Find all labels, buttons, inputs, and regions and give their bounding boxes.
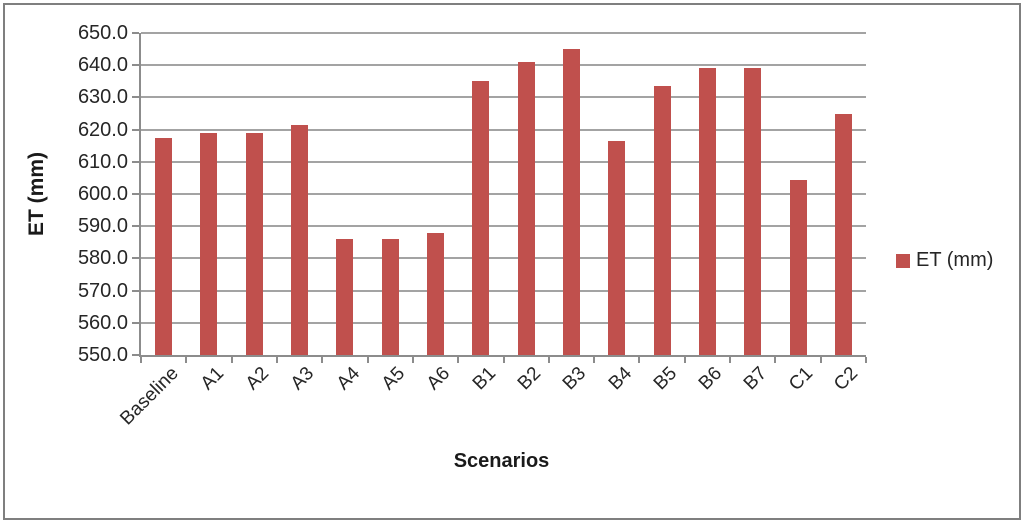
x-tick-mark — [774, 357, 777, 363]
bar-a1 — [200, 132, 218, 355]
x-category-label: A5 — [377, 363, 410, 395]
x-tick-mark — [230, 357, 233, 363]
y-tick-label: 570.0 — [77, 279, 128, 302]
bar-b3 — [562, 49, 580, 355]
y-tick-mark — [132, 160, 139, 163]
bar-a6 — [427, 232, 445, 355]
y-tick-mark — [132, 32, 139, 34]
x-category-label: B6 — [694, 363, 727, 395]
gridline — [141, 160, 866, 163]
x-category-label: B3 — [559, 363, 591, 395]
bar-c2 — [834, 113, 852, 355]
plot-area — [139, 32, 866, 357]
y-tick-label: 630.0 — [77, 86, 128, 109]
x-category-label: A4 — [332, 363, 364, 395]
y-tick-label: 650.0 — [77, 22, 128, 44]
bar-b2 — [517, 61, 535, 355]
x-tick-mark — [457, 357, 460, 363]
x-tick-mark — [411, 357, 414, 363]
x-tick-mark — [275, 357, 278, 363]
y-tick-label: 580.0 — [77, 247, 128, 270]
legend: ET (mm) — [896, 249, 993, 272]
y-tick-mark — [132, 193, 139, 195]
bar-b4 — [608, 140, 626, 355]
bar-b1 — [472, 81, 490, 355]
y-tick-label: 560.0 — [77, 311, 128, 334]
gridline — [141, 321, 866, 324]
bar-a4 — [336, 239, 354, 355]
bar-a5 — [381, 239, 399, 355]
gridline — [141, 96, 866, 99]
x-tick-mark — [502, 357, 505, 363]
bar-baseline — [155, 137, 173, 355]
y-tick-label: 550.0 — [77, 344, 128, 366]
x-tick-mark — [140, 357, 142, 363]
x-category-label: B4 — [604, 363, 636, 395]
bar-a2 — [245, 132, 263, 355]
x-axis-title: Scenarios — [453, 450, 550, 472]
bar-c1 — [789, 179, 807, 355]
y-tick-label: 620.0 — [77, 118, 128, 141]
x-category-label: A3 — [287, 363, 319, 395]
x-tick-mark — [366, 357, 369, 363]
y-tick-label: 610.0 — [77, 150, 128, 173]
bar-a3 — [291, 124, 309, 355]
y-tick-mark — [132, 321, 139, 324]
y-tick-mark — [132, 96, 139, 99]
y-tick-mark — [132, 354, 139, 356]
y-tick-mark — [132, 128, 139, 131]
y-tick-mark — [132, 64, 139, 67]
bar-b7 — [744, 68, 762, 355]
legend-swatch-icon — [896, 253, 910, 268]
gridline — [141, 128, 866, 131]
x-category-label: A6 — [423, 363, 455, 395]
x-tick-mark — [865, 357, 867, 363]
y-tick-label: 590.0 — [77, 215, 128, 238]
x-category-label: A2 — [241, 363, 274, 395]
y-tick-mark — [132, 225, 139, 228]
legend-label: ET (mm) — [916, 249, 994, 271]
gridline — [141, 32, 866, 34]
gridline — [141, 289, 866, 292]
gridline — [141, 225, 866, 228]
gridline — [141, 257, 866, 260]
y-tick-mark — [132, 257, 139, 260]
x-tick-mark — [819, 357, 822, 363]
bar-b5 — [653, 86, 671, 355]
x-tick-mark — [683, 357, 686, 363]
x-tick-mark — [321, 357, 324, 363]
y-tick-label: 600.0 — [77, 183, 128, 205]
x-category-label: B2 — [513, 363, 546, 395]
x-category-label: B7 — [740, 363, 772, 395]
x-tick-mark — [593, 357, 596, 363]
x-category-label: C2 — [830, 363, 863, 396]
x-tick-mark — [185, 357, 188, 363]
x-tick-mark — [729, 357, 732, 363]
x-category-label: C1 — [784, 363, 817, 396]
gridline — [141, 193, 866, 195]
x-category-label: Baseline — [116, 363, 183, 430]
y-tick-label: 640.0 — [77, 54, 128, 77]
x-tick-mark — [547, 357, 550, 363]
y-tick-mark — [132, 289, 139, 292]
x-category-label: A1 — [196, 363, 228, 395]
x-category-label: B5 — [649, 363, 681, 395]
gridline — [141, 64, 866, 67]
bar-b6 — [698, 68, 716, 355]
x-category-label: B1 — [468, 363, 500, 395]
x-tick-mark — [638, 357, 641, 363]
